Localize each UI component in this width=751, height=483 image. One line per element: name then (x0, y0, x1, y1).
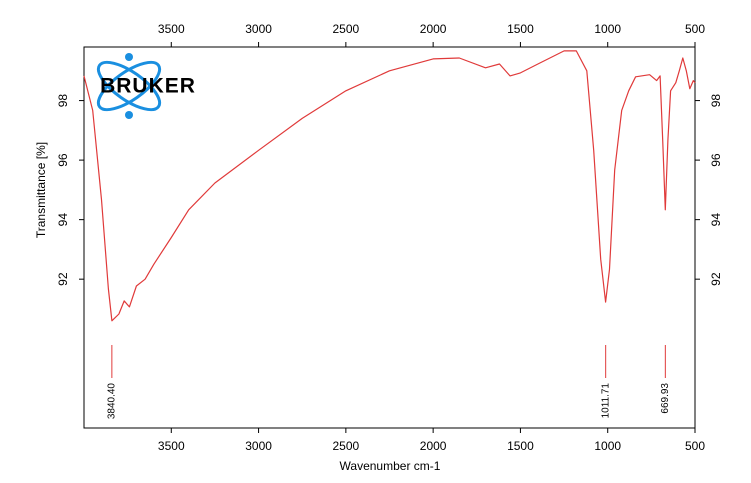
logo-dot (125, 111, 133, 119)
y-tick-label-right: 92 (709, 272, 723, 286)
x-tick-label: 1500 (507, 439, 534, 453)
x-tick-label: 500 (685, 439, 705, 453)
x-tick-label: 2000 (420, 439, 447, 453)
x-tick-label-top: 1000 (594, 22, 621, 36)
y-tick-label: 92 (56, 272, 70, 286)
y-tick-label-right: 94 (709, 213, 723, 227)
x-tick-label-top: 1500 (507, 22, 534, 36)
x-tick-label: 3000 (245, 439, 272, 453)
y-tick-label: 98 (56, 94, 70, 108)
x-tick-label: 3500 (158, 439, 185, 453)
peak-label: 669.93 (660, 383, 671, 414)
logo: BRUKER (96, 53, 196, 119)
x-tick-label: 1000 (594, 439, 621, 453)
x-tick-label-top: 2000 (420, 22, 447, 36)
spectrum-line (83, 50, 696, 322)
x-axis-label: Wavenumber cm-1 (340, 459, 441, 473)
logo-orbit (96, 60, 162, 112)
peak-label: 1011.71 (600, 383, 611, 419)
plot-frame (83, 46, 696, 429)
x-tick-label-top: 2500 (333, 22, 360, 36)
y-tick-label-right: 96 (709, 153, 723, 167)
x-tick-label-top: 3000 (245, 22, 272, 36)
peak-label: 3840.40 (107, 383, 118, 420)
x-tick-label-top: 500 (685, 22, 705, 36)
y-tick-label-right: 98 (709, 94, 723, 108)
x-tick-label: 2500 (333, 439, 360, 453)
logo-orbit (96, 60, 162, 112)
y-axis-label: Transmittance [%] (34, 142, 48, 238)
y-tick-label: 96 (56, 153, 70, 167)
logo-text: BRUKER (100, 75, 196, 98)
x-tick-label-top: 3500 (158, 22, 185, 36)
logo-dot (125, 53, 133, 61)
y-tick-label: 94 (56, 213, 70, 227)
